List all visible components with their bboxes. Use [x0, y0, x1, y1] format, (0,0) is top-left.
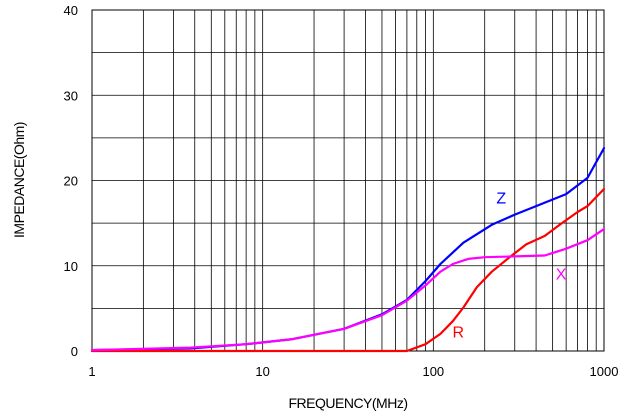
- y-axis-title: IMPEDANCE(Ohm): [11, 122, 27, 238]
- series-lines: [90, 147, 606, 353]
- x-tick-label: 100: [422, 364, 444, 379]
- series-line-r: [90, 187, 606, 353]
- series-label-x: X: [556, 266, 567, 283]
- x-axis-title: FREQUENCY(MHz): [289, 395, 408, 411]
- tick-labels: 1 10 100 1000 0 10 20 30 40: [64, 3, 619, 379]
- series-line-x: [90, 228, 606, 352]
- y-tick-label: 0: [71, 344, 78, 359]
- x-tick-label: 10: [255, 364, 269, 379]
- y-tick-label: 10: [64, 259, 78, 274]
- series-label-z: Z: [496, 191, 506, 208]
- y-tick-label: 20: [64, 174, 78, 189]
- y-tick-label: 30: [64, 88, 78, 103]
- series-labels: Z R X: [452, 191, 566, 342]
- series-label-r: R: [452, 324, 464, 341]
- y-tick-label: 40: [64, 3, 78, 18]
- grid: [92, 10, 604, 351]
- x-tick-label: 1: [88, 364, 95, 379]
- x-tick-label: 1000: [590, 364, 619, 379]
